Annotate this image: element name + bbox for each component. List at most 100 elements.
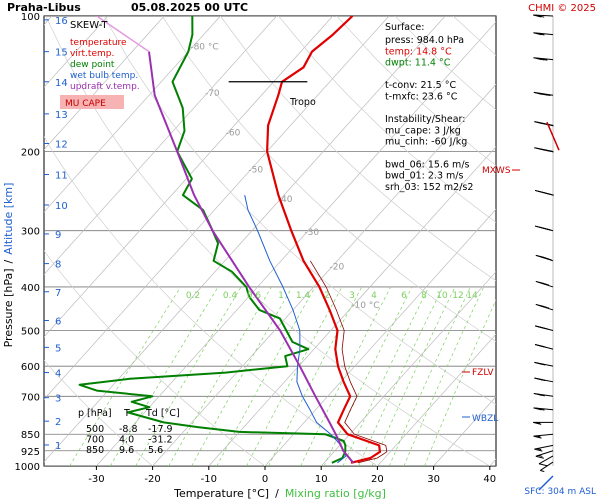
surface-line: mu_cape: 3 J/kg — [385, 125, 461, 136]
sounding-series — [78, 16, 388, 464]
table-header: T — [123, 408, 130, 419]
wind-barb — [533, 57, 554, 61]
mixing-ratio-line — [246, 286, 343, 466]
wind-barb-flag — [545, 192, 554, 196]
wind-barb-half — [539, 363, 545, 366]
legend-item: updraft v.temp. — [70, 82, 140, 92]
isotherm-line — [264, 208, 496, 466]
isotherm-line — [377, 333, 496, 466]
credit-label: CHMI © 2025 — [528, 3, 596, 14]
dry-adiabat — [44, 250, 266, 466]
mixing-ratio-line — [109, 286, 219, 466]
altitude-tick-label: 6 — [55, 317, 61, 328]
isotherm-line — [96, 21, 496, 466]
table-cell: -8.8 — [119, 424, 138, 435]
x-tick-label: 20 — [371, 474, 384, 485]
series-line-wet-bulb-temp- — [244, 194, 347, 464]
mixing-ratio-label: 0.4 — [223, 291, 238, 301]
wind-barb-flag — [533, 435, 542, 439]
altitude-tick-label: 16 — [55, 16, 68, 27]
wind-barb — [533, 433, 554, 439]
mixing-ratio-line — [300, 286, 392, 466]
mxws-label: MXWS — [482, 166, 511, 176]
y-axis-label-sep: / — [2, 259, 15, 263]
max-wind-barb — [546, 121, 560, 151]
wind-barb — [534, 377, 554, 383]
wind-barb-half — [543, 283, 548, 286]
table-header: p [hPa] — [78, 408, 112, 419]
surface-line: press: 984.0 hPa — [385, 35, 464, 46]
wind-barb — [535, 254, 554, 262]
table-cell: 850 — [86, 445, 104, 456]
dry-adiabat — [44, 359, 153, 466]
wind-barb-flag — [533, 14, 542, 18]
legend-title: SKEW-T — [70, 20, 108, 31]
wind-barb — [534, 121, 554, 127]
mixing-ratio-line — [168, 286, 272, 466]
wind-barb-flag — [538, 463, 548, 467]
x-axis-label-sep: / — [275, 487, 279, 500]
wind-barb-half — [539, 378, 545, 381]
x-tick-label: -20 — [144, 474, 160, 485]
surface-wind-arrow — [538, 475, 554, 491]
mixing-ratio-line — [323, 286, 413, 466]
wind-barb-flag — [542, 93, 551, 97]
surface-line: t-conv: 21.5 °C — [385, 80, 456, 91]
wind-barb — [535, 450, 554, 459]
wind-barb — [534, 225, 554, 232]
isotherm-line — [320, 271, 496, 466]
altitude-tick-label: 1 — [55, 441, 61, 452]
isotherm-line — [208, 146, 496, 466]
altitude-tick-label: 9 — [55, 230, 61, 241]
x-tick-label: 0 — [262, 474, 268, 485]
dry-adiabat — [103, 16, 496, 405]
pressure-tick-label: 200 — [21, 147, 40, 158]
dry-adiabat — [278, 16, 496, 223]
table-cell: 4.0 — [119, 435, 134, 446]
isotherm-line — [44, 16, 390, 400]
wind-barb-half — [545, 228, 550, 231]
wind-barb-half — [539, 32, 544, 35]
isotherm-label: -30 — [304, 228, 319, 238]
mixing-ratio-line — [69, 286, 181, 466]
wind-barb — [535, 303, 554, 311]
isotherm-label: -20 — [329, 263, 344, 273]
mixing-ratio-label: 8 — [421, 291, 427, 301]
surface-line: srh_03: 152 m2/s2 — [385, 182, 473, 193]
wind-barb-half — [537, 448, 542, 451]
wind-barb-half — [540, 345, 545, 348]
datetime-title: 05.08.2025 00 UTC — [131, 1, 248, 14]
mixing-ratio-label: 0.6 — [247, 291, 262, 301]
table-cell: 700 — [86, 435, 104, 446]
wind-barb-flag — [539, 57, 548, 61]
legend-item: virt.temp. — [70, 49, 114, 59]
table-cell: 9.6 — [119, 445, 134, 456]
dry-adiabat — [220, 16, 496, 282]
altitude-tick-label: 14 — [55, 78, 68, 89]
pressure-tick-label: 700 — [21, 392, 40, 403]
wind-barb-staff — [538, 455, 554, 465]
surface-line: temp: 14.8 °C — [385, 46, 452, 57]
mucape-badge-label: MU CAPE — [65, 99, 106, 109]
wind-barb — [538, 455, 554, 467]
isotherms: -80 °C -70 -60 -50 -40 -30 -20 -10 °C — [44, 16, 600, 466]
isotherm-label: -10 °C — [351, 301, 379, 311]
wind-barb-flag — [536, 393, 545, 397]
wind-barb-flag — [543, 257, 552, 261]
tropo-label: Tropo — [289, 97, 316, 108]
mixing-ratio-label: 0.2 — [186, 291, 200, 301]
mixing-ratio-line — [135, 286, 242, 466]
mixing-ratio-line — [191, 286, 293, 466]
wind-barb — [533, 421, 553, 425]
isotherm-label: -80 °C — [190, 43, 218, 53]
isotherm-line — [546, 16, 600, 466]
wind-barb-flag — [536, 407, 545, 411]
surface-line: Instability/Shear: — [385, 114, 465, 125]
altitude-tick-label: 4 — [55, 369, 61, 380]
isotherm-label: -70 — [205, 89, 220, 99]
wind-barb-staff — [539, 461, 554, 471]
legend-item: wet bulb temp. — [70, 71, 138, 81]
y-axis-label: Pressure [hPa] / Altitude [km] — [2, 183, 15, 348]
